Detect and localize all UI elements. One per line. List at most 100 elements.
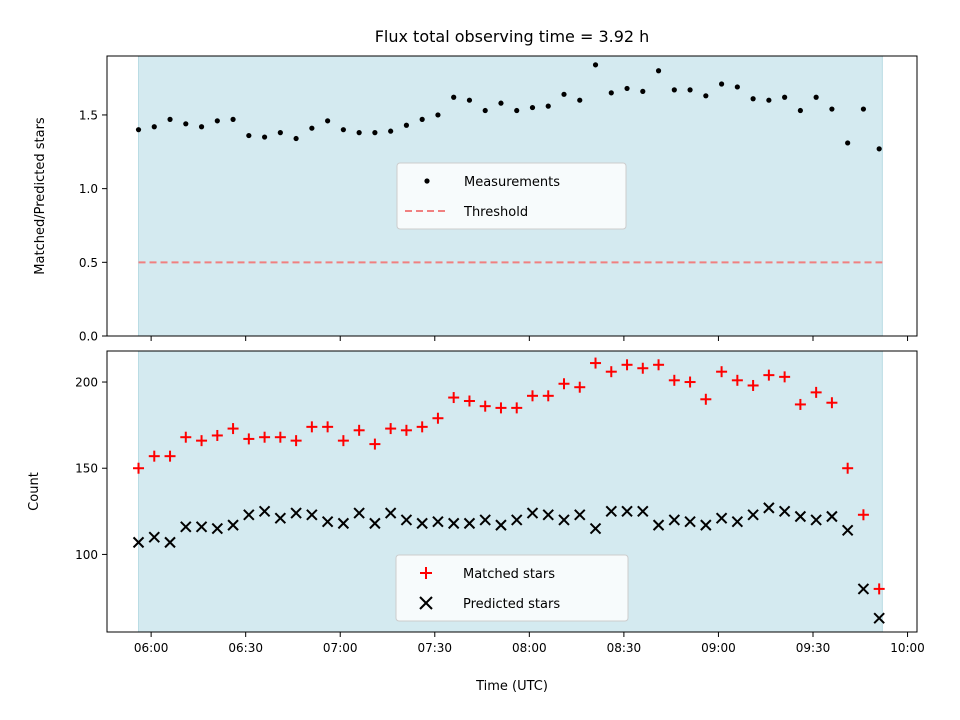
chart-title: Flux total observing time = 3.92 h [375, 27, 650, 46]
legend-matched-label: Matched stars [463, 567, 555, 582]
x-tick-label: 08:00 [512, 641, 547, 655]
predicted-stars-point [306, 509, 318, 521]
matched-stars-point [479, 400, 491, 412]
matched-stars-point [369, 438, 381, 450]
matched-stars-point [763, 369, 775, 381]
matched-stars-point [637, 362, 649, 374]
predicted-stars-point [227, 519, 239, 531]
measurement-point [529, 104, 536, 111]
bottom-legend: Matched stars Predicted stars [395, 554, 629, 622]
measurement-point [750, 96, 756, 102]
matched-stars-point [590, 357, 602, 369]
x-tick-label: 06:00 [134, 641, 169, 655]
predicted-stars-point [684, 515, 696, 528]
measurement-point [766, 97, 772, 103]
predicted-stars-point [652, 519, 665, 531]
measurement-point [624, 85, 630, 92]
measurement-point [277, 130, 283, 136]
matched-stars-point [290, 435, 302, 447]
predicted-stars-point [353, 507, 365, 519]
measurement-point [151, 124, 157, 130]
matched-stars-point [322, 421, 334, 433]
bottom-axes-frame [106, 350, 918, 633]
legend-matched-marker [420, 567, 432, 579]
measurement-point [356, 130, 362, 136]
predicted-stars-point [731, 515, 744, 528]
matched-stars-point [810, 386, 822, 398]
bottom-legend-box [395, 554, 629, 622]
measurement-point [734, 84, 740, 90]
measurement-point [230, 116, 236, 122]
measurement-point [514, 107, 520, 114]
top-data-marks [135, 62, 883, 264]
top-axes-frame [106, 55, 918, 337]
predicted-stars-point [763, 502, 775, 514]
predicted-stars-point [384, 507, 397, 519]
ratio-panel: Flux total observing time = 3.92 h 0.00.… [33, 27, 918, 344]
measurement-point [813, 94, 819, 100]
x-tick-label: 10:00 [890, 641, 925, 655]
measurement-point [640, 88, 646, 94]
legend-predicted-label: Predicted stars [463, 597, 560, 612]
y-tick-label: 200 [75, 376, 98, 390]
predicted-stars-point [668, 514, 681, 526]
matched-stars-point [196, 435, 208, 447]
predicted-stars-point [447, 517, 460, 530]
matched-stars-point [448, 392, 460, 404]
predicted-stars-point [857, 583, 870, 595]
predicted-stars-point [542, 509, 554, 521]
measurement-point [718, 81, 725, 87]
x-tick-label: 07:30 [417, 641, 452, 655]
predicted-stars-point [164, 536, 176, 549]
matched-stars-point [873, 583, 885, 595]
measurement-point [167, 116, 173, 122]
matched-stars-point [558, 378, 570, 390]
x-tick-label: 07:00 [323, 641, 358, 655]
predicted-stars-point [621, 505, 633, 518]
matched-stars-point [542, 390, 554, 402]
measurement-point [608, 90, 614, 96]
predicted-stars-point [589, 522, 602, 535]
measurement-point [498, 100, 504, 106]
measurement-point [577, 97, 583, 103]
predicted-stars-point [290, 507, 302, 519]
measurement-point [482, 107, 488, 114]
matched-stars-point [495, 402, 507, 414]
matched-stars-point [148, 450, 160, 462]
matched-stars-point [779, 371, 791, 383]
measurement-point [829, 106, 835, 112]
predicted-stars-point [132, 536, 145, 549]
matched-stars-point [337, 435, 349, 447]
predicted-stars-point [369, 517, 381, 530]
measurement-point [325, 118, 331, 124]
matched-stars-point [668, 374, 680, 386]
predicted-stars-point [794, 510, 807, 523]
measurement-point [655, 68, 662, 74]
measurement-point [435, 112, 441, 118]
matched-stars-point [794, 398, 806, 410]
matched-stars-point [259, 431, 271, 443]
matched-stars-point [211, 429, 223, 441]
predicted-stars-point [416, 517, 428, 530]
measurement-point [135, 127, 142, 133]
predicted-stars-point [873, 612, 885, 624]
top-y-axis-label: Matched/Predicted stars [33, 117, 48, 275]
matched-stars-point [731, 374, 743, 386]
predicted-stars-point [605, 505, 617, 518]
matched-stars-point [511, 402, 523, 414]
matched-stars-point [243, 433, 255, 445]
matched-stars-point [621, 359, 633, 371]
legend-predicted-marker [419, 596, 433, 610]
top-legend-box [396, 162, 627, 230]
x-tick-label: 06:30 [228, 641, 263, 655]
matched-stars-point [274, 431, 286, 443]
matched-stars-point [353, 424, 365, 436]
measurement-point [687, 87, 693, 93]
predicted-stars-point [747, 509, 759, 521]
predicted-stars-point [258, 505, 271, 518]
matched-stars-point [684, 376, 696, 388]
y-tick-label: 1.5 [79, 108, 98, 122]
matched-stars-point [747, 379, 759, 391]
predicted-stars-point [211, 522, 224, 535]
